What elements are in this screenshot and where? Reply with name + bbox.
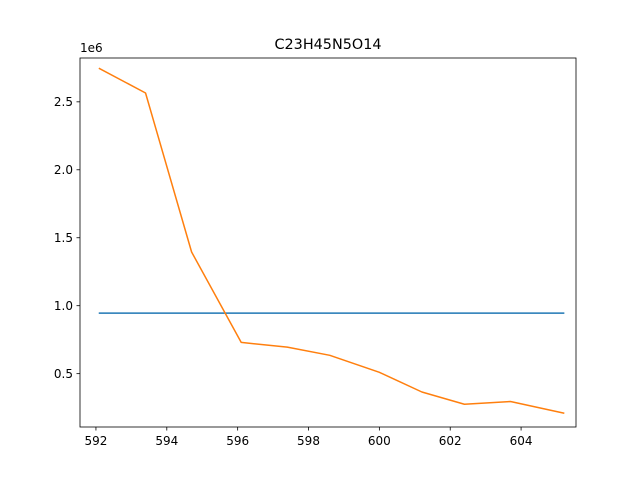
plot-area-frame (79, 57, 577, 428)
y-tick-label: 1.0 (54, 299, 73, 313)
y-tick-label: 0.5 (54, 367, 73, 381)
x-tick-label: 592 (84, 434, 107, 448)
series-line-2 (98, 67, 565, 414)
x-tick-label: 604 (510, 434, 533, 448)
x-tick-label: 600 (368, 434, 391, 448)
y-tick-label: 1.5 (54, 231, 73, 245)
x-tick-label: 596 (226, 434, 249, 448)
series-layer (98, 67, 565, 414)
y-tick-label: 2.5 (54, 95, 73, 109)
x-tick-label: 598 (297, 434, 320, 448)
y-tick-label: 2.0 (54, 163, 73, 177)
y-axis-offset-label: 1e6 (80, 41, 103, 55)
axis-layer: 592 594 596 598 600 602 604 0.5 1.0 1.5 2.0 2.5 (54, 95, 533, 448)
chart-title: C23H45N5O14 (274, 37, 381, 53)
x-tick-label: 602 (439, 434, 462, 448)
x-tick-label: 594 (155, 434, 178, 448)
